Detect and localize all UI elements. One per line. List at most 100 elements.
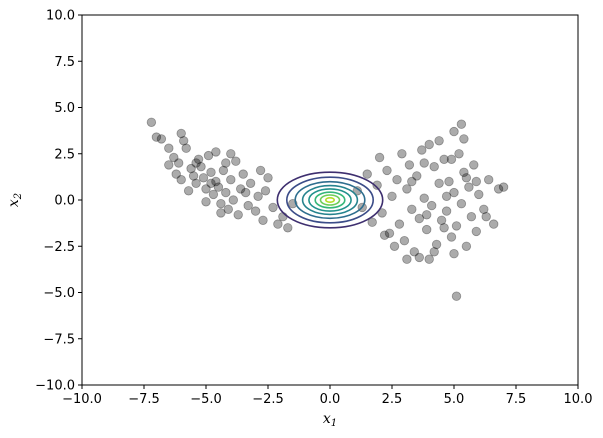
scatter-point (434, 136, 444, 146)
scatter-point (283, 223, 293, 233)
scatter-point (208, 189, 219, 200)
scatter-point (201, 184, 211, 194)
y-axis-label-base: x (6, 199, 22, 207)
scatter-point (255, 165, 266, 176)
scatter-point (464, 182, 474, 192)
scatter-point (238, 169, 248, 179)
scatter-point (424, 254, 434, 264)
scatter-point (233, 210, 243, 220)
scatter-point (198, 173, 209, 183)
scatter-point (176, 128, 186, 139)
scatter-point (489, 219, 499, 229)
contour-line (314, 191, 346, 209)
scatter-point (268, 202, 278, 213)
density-contours (276, 171, 384, 229)
scatter-point (456, 119, 467, 129)
scatter-point (372, 180, 382, 190)
scatter-point (407, 204, 417, 215)
scatter-point (439, 223, 449, 233)
scatter-point (484, 174, 494, 185)
y-tick-label: −7.5 (43, 332, 75, 347)
scatter-point (250, 206, 261, 216)
scatter-point (211, 147, 221, 157)
contour-line (285, 176, 374, 224)
scatter-point (414, 252, 425, 263)
scatter-point (461, 241, 472, 252)
scatter-point (211, 176, 221, 187)
y-tick-label: 5.0 (54, 101, 75, 116)
x-tick-label: −10.0 (62, 392, 102, 407)
x-tick-label: 7.5 (506, 392, 527, 407)
scatter-point (422, 210, 432, 220)
scatter-point (218, 165, 229, 176)
scatter-point (196, 161, 206, 172)
scatter-point (273, 219, 283, 229)
scatter-point (379, 230, 390, 240)
scatter-point (439, 154, 449, 165)
scatter-point (429, 247, 439, 257)
y-tick-label: 2.5 (54, 147, 75, 162)
scatter-point (449, 187, 459, 198)
scatter-point (223, 204, 234, 215)
x-tick-label: 10.0 (564, 392, 593, 407)
y-tick-label: −2.5 (43, 240, 75, 255)
scatter-point (240, 187, 251, 198)
scatter-point (216, 208, 226, 218)
scatter-point (260, 186, 271, 196)
scatter-point (412, 171, 422, 181)
scatter-point (367, 217, 377, 227)
scatter-point (221, 158, 231, 168)
scatter-point (466, 211, 477, 222)
scatter-point (181, 143, 191, 153)
scatter-point (178, 136, 189, 146)
y-axis-label: x2 (6, 193, 24, 207)
x-axis-label-base: x (323, 411, 331, 427)
contour-line (301, 184, 359, 216)
scatter-point (474, 189, 484, 200)
contour-line (319, 194, 341, 206)
scatter-point (481, 211, 491, 222)
scatter-point (186, 163, 196, 174)
scatter-point (441, 191, 452, 202)
scatter-point (193, 154, 204, 165)
x-tick-label: −5.0 (190, 392, 222, 407)
scatter-point (431, 239, 442, 250)
scatter-point (451, 221, 462, 231)
x-tick-label: 5.0 (444, 392, 465, 407)
scatter-point (226, 174, 236, 185)
x-tick-label: 2.5 (382, 392, 403, 407)
scatter-point (451, 291, 462, 301)
scatter-point (471, 176, 482, 187)
y-axis: −10.0 −7.5 −5.0 −2.5 0.0 2.5 5.0 7.5 10.0 (35, 9, 82, 394)
scatter-point (498, 182, 509, 192)
scatter-point (206, 178, 216, 189)
scatter-point (456, 198, 467, 209)
contour-line (308, 188, 352, 212)
scatter-point (191, 178, 201, 189)
x-axis-label-subscript: 1 (331, 418, 337, 429)
y-tick-label: 0.0 (54, 194, 75, 209)
scatter-point (402, 254, 412, 264)
y-axis-label-subscript: 2 (13, 193, 24, 200)
scatter-point (216, 198, 226, 209)
scatter-point (459, 167, 469, 178)
scatter-point (191, 158, 201, 168)
scatter-point (409, 247, 420, 257)
scatter-point (397, 149, 407, 159)
x-axis-label: x1 (323, 411, 337, 429)
scatter-point (231, 156, 241, 166)
scatter-point (441, 206, 452, 216)
scatter-point (156, 134, 167, 144)
scatter-point (394, 219, 405, 229)
scatter-point (446, 232, 457, 242)
scatter-point (243, 200, 253, 211)
scatter-point (151, 132, 162, 142)
scatter-point (389, 241, 400, 252)
scatter-point (436, 215, 447, 226)
scatter-point (206, 167, 216, 178)
y-tick-label: 7.5 (54, 55, 75, 70)
scatter-point (471, 226, 482, 237)
scatter-point (362, 169, 372, 179)
scatter-point (449, 248, 459, 259)
